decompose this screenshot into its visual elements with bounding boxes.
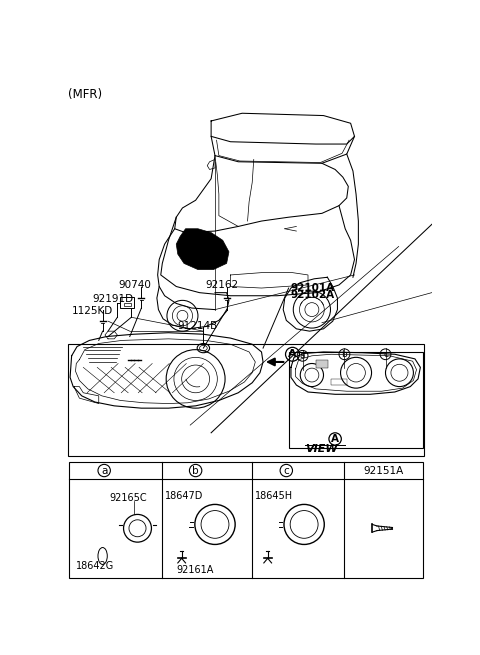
Bar: [120, 297, 134, 308]
Text: 92101A: 92101A: [291, 283, 335, 293]
Polygon shape: [176, 229, 229, 270]
Text: 92191D: 92191D: [93, 294, 133, 304]
Text: 92165C: 92165C: [109, 493, 147, 503]
Text: A: A: [288, 349, 297, 359]
Bar: [331, 379, 347, 385]
Text: 92151A: 92151A: [363, 466, 403, 476]
Bar: [68, 345, 424, 456]
Text: b: b: [342, 350, 348, 359]
Bar: [288, 352, 423, 448]
Text: 18642G: 18642G: [75, 561, 114, 571]
Text: VIEW: VIEW: [305, 443, 337, 453]
Text: 18647D: 18647D: [166, 491, 204, 501]
Text: A: A: [331, 434, 339, 444]
Text: 92161A: 92161A: [176, 565, 214, 575]
Text: a: a: [101, 466, 108, 476]
Text: 92162: 92162: [206, 280, 239, 290]
Text: b: b: [192, 466, 199, 476]
Bar: [123, 303, 132, 306]
Text: 1125KD: 1125KD: [72, 306, 113, 316]
Text: 90740: 90740: [118, 280, 151, 290]
Text: 92102A: 92102A: [291, 290, 335, 301]
Bar: [316, 360, 328, 368]
Text: c: c: [283, 466, 289, 476]
Text: 91214B: 91214B: [178, 321, 218, 331]
Text: 18645H: 18645H: [255, 491, 293, 501]
Bar: [69, 462, 423, 578]
Text: a: a: [300, 351, 305, 360]
Text: (MFR): (MFR): [68, 88, 102, 101]
Text: c: c: [383, 350, 388, 359]
